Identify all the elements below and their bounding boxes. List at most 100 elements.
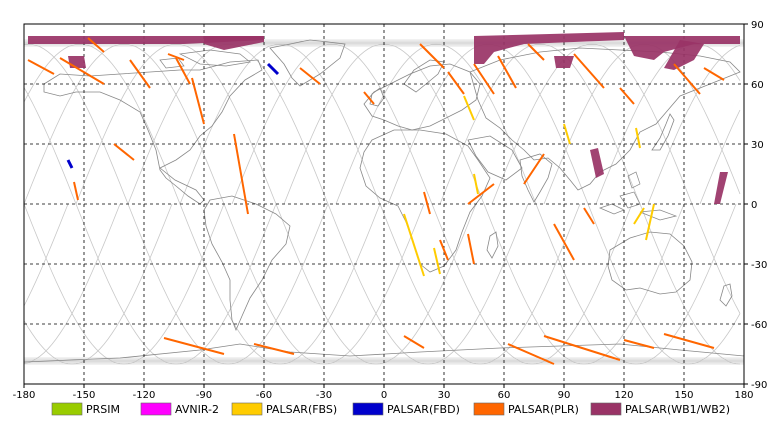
plr-strip bbox=[113, 143, 135, 161]
orbit-track bbox=[23, 43, 741, 365]
plr-strip bbox=[583, 207, 595, 225]
plr-strip bbox=[253, 343, 295, 355]
south-america-outline bbox=[203, 195, 291, 332]
wb-swath bbox=[204, 36, 264, 50]
arctic-islands-outline bbox=[159, 49, 251, 69]
japan-outline bbox=[651, 113, 675, 151]
legend-label: PALSAR(PLR) bbox=[508, 403, 579, 416]
legend: PRSIM AVNIR-2 PALSAR(FBS) PALSAR(FBD) PALSAR… bbox=[51, 402, 730, 416]
orbit-track bbox=[283, 43, 685, 365]
y-tick-label: -30 bbox=[751, 260, 767, 271]
legend-item: PALSAR(FBD) bbox=[352, 402, 460, 416]
plr-strip bbox=[191, 77, 205, 125]
plr-strip bbox=[467, 233, 475, 265]
north-america-outline bbox=[43, 59, 263, 205]
x-tick-label: -180 bbox=[13, 390, 36, 401]
australia-outline bbox=[607, 231, 693, 295]
wb-swath bbox=[474, 32, 624, 64]
legend-swatch bbox=[140, 402, 172, 416]
plr-strip bbox=[623, 339, 655, 349]
plr-strip bbox=[507, 343, 555, 365]
legend-swatch bbox=[51, 402, 83, 416]
fbs-strip bbox=[433, 247, 441, 275]
wb-swath bbox=[68, 56, 86, 68]
legend-swatch bbox=[352, 402, 384, 416]
plr-strip bbox=[497, 55, 517, 89]
plr-strip bbox=[419, 43, 445, 69]
fbs-strip bbox=[563, 123, 571, 145]
plr-strip bbox=[59, 57, 105, 85]
fbs-strip bbox=[463, 95, 475, 121]
x-tick-label: 60 bbox=[498, 390, 511, 401]
plr-strip bbox=[447, 71, 465, 95]
plr-strip bbox=[573, 53, 605, 89]
plr-strip bbox=[73, 181, 79, 201]
plr-strip bbox=[175, 57, 191, 85]
wb-swath bbox=[554, 56, 574, 68]
x-tick-label: 30 bbox=[438, 390, 451, 401]
orbit-track bbox=[23, 43, 741, 365]
fbs-strip bbox=[473, 173, 479, 195]
plr-strip bbox=[527, 43, 545, 61]
plr-strip bbox=[233, 133, 249, 215]
plr-strip bbox=[467, 183, 495, 205]
x-tick-label: -120 bbox=[133, 390, 156, 401]
coastlines bbox=[23, 39, 745, 363]
arabia-outline bbox=[467, 135, 523, 181]
legend-item: AVNIR-2 bbox=[140, 402, 219, 416]
plr-strip bbox=[523, 153, 545, 185]
plr-strip bbox=[703, 67, 725, 81]
plr-strip bbox=[673, 63, 701, 95]
plr-strip bbox=[87, 37, 105, 53]
y-tick-label: 90 bbox=[751, 20, 764, 31]
antarctica-outline bbox=[23, 343, 745, 363]
x-tick-label: 150 bbox=[674, 390, 693, 401]
plr-strip bbox=[403, 335, 425, 349]
wb-swath bbox=[624, 36, 740, 60]
y-tick-label: 0 bbox=[751, 200, 757, 211]
new-zealand-outline bbox=[719, 283, 733, 307]
plr-strip bbox=[27, 59, 55, 75]
legend-item: PALSAR(WB1/WB2) bbox=[590, 402, 730, 416]
plr-strip bbox=[299, 67, 321, 85]
y-tick-label: -90 bbox=[751, 380, 767, 391]
x-tick-label: -60 bbox=[256, 390, 272, 401]
legend-label: PALSAR(FBD) bbox=[387, 403, 460, 416]
legend-swatch bbox=[473, 402, 505, 416]
legend-label: PALSAR(FBS) bbox=[266, 403, 337, 416]
fbs-strip bbox=[633, 207, 645, 225]
x-tick-label: -30 bbox=[316, 390, 332, 401]
fbs-strip bbox=[635, 127, 641, 149]
x-tick-label: 0 bbox=[381, 390, 387, 401]
scandinavia-outline bbox=[403, 59, 445, 93]
legend-label: AVNIR-2 bbox=[175, 403, 219, 416]
fbs-strip bbox=[645, 203, 655, 241]
madagascar-outline bbox=[486, 231, 499, 259]
plr-strip bbox=[543, 335, 621, 361]
fbd-strip bbox=[66, 159, 74, 169]
plr-strip bbox=[619, 87, 635, 105]
india-outline bbox=[519, 153, 553, 203]
legend-item: PALSAR(PLR) bbox=[473, 402, 579, 416]
plr-strip bbox=[167, 53, 185, 61]
plr-strip bbox=[439, 239, 449, 261]
x-tick-label: -90 bbox=[196, 390, 212, 401]
x-tick-label: 180 bbox=[734, 390, 753, 401]
europe-outline bbox=[363, 63, 481, 131]
legend-swatch bbox=[231, 402, 263, 416]
legend-swatch bbox=[590, 402, 622, 416]
plr-strip bbox=[163, 337, 225, 355]
legend-label: PRSIM bbox=[86, 403, 120, 416]
wb-swath bbox=[714, 172, 728, 204]
legend-item: PRSIM bbox=[51, 402, 120, 416]
observation-swaths bbox=[27, 32, 740, 365]
africa-outline bbox=[359, 129, 491, 273]
legend-label: PALSAR(WB1/WB2) bbox=[625, 403, 730, 416]
plr-strip bbox=[663, 333, 715, 349]
x-tick-label: 120 bbox=[614, 390, 633, 401]
plr-strip bbox=[553, 223, 575, 261]
y-tick-label: -60 bbox=[751, 320, 767, 331]
plr-strip bbox=[423, 191, 431, 215]
wb-swath bbox=[664, 40, 704, 70]
